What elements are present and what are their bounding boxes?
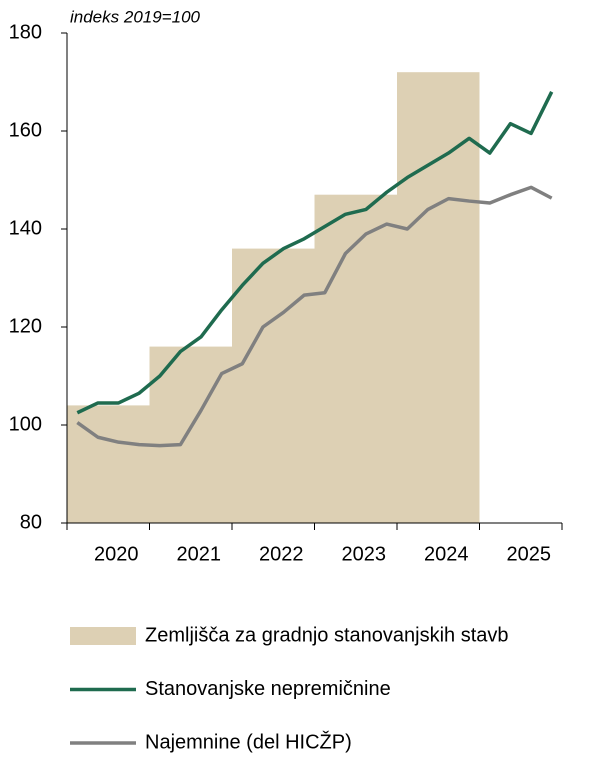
y-tick-label: 100 bbox=[9, 413, 42, 435]
legend-label: Najemnine (del HICŽP) bbox=[145, 730, 352, 753]
x-tick-label: 2021 bbox=[177, 543, 222, 565]
x-tick-label: 2023 bbox=[342, 543, 387, 565]
x-tick-label: 2024 bbox=[424, 543, 469, 565]
x-tick-label: 2022 bbox=[259, 543, 304, 565]
bar bbox=[149, 346, 232, 523]
y-tick-label: 140 bbox=[9, 217, 42, 239]
y-tick-label: 120 bbox=[9, 315, 42, 337]
y-tick-label: 180 bbox=[9, 21, 42, 43]
bar bbox=[232, 248, 315, 523]
legend-label: Stanovanjske nepremičnine bbox=[145, 678, 391, 700]
legend-swatch bbox=[70, 627, 136, 645]
line bbox=[76, 91, 554, 415]
chart-subtitle: indeks 2019=100 bbox=[70, 7, 201, 26]
x-tick-label: 2020 bbox=[94, 543, 139, 565]
y-tick-label: 80 bbox=[20, 511, 42, 533]
line bbox=[76, 185, 553, 448]
bar bbox=[397, 72, 480, 523]
legend-label: Zemljišča za gradnjo stanovanjskih stavb bbox=[145, 624, 509, 646]
y-tick-label: 160 bbox=[9, 119, 42, 141]
bar bbox=[314, 194, 397, 523]
x-tick-label: 2025 bbox=[507, 543, 552, 565]
